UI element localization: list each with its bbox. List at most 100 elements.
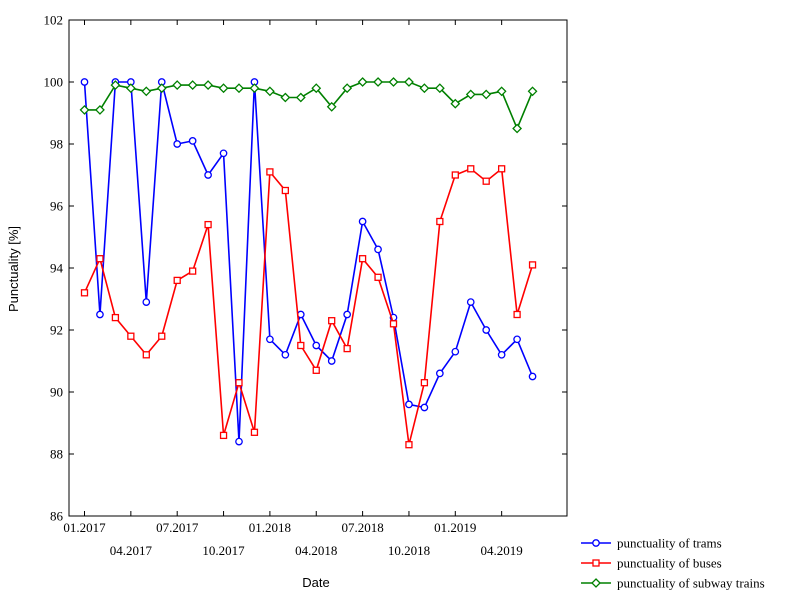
series-line-subway	[84, 81, 534, 131]
y-axis-title: Punctuality [%]	[6, 226, 21, 312]
data-point-buses	[436, 217, 444, 226]
legend-item-subway: punctuality of subway trains	[581, 576, 765, 591]
y-axis: 86 88 90 92 94 96 98 100 102	[44, 13, 567, 524]
data-point-trams	[358, 217, 367, 226]
y-tick-label: 86	[50, 509, 64, 524]
legend-marker	[592, 539, 600, 547]
data-point-subway	[79, 104, 90, 115]
data-point-trams	[173, 140, 182, 148]
data-point-trams	[466, 298, 475, 306]
data-point-subway	[419, 83, 430, 94]
y-tick-label: 90	[50, 385, 63, 400]
x-tick-label: 01.2019	[434, 520, 476, 535]
data-point-subway	[203, 80, 214, 91]
data-point-buses	[343, 344, 351, 353]
data-point-subway	[481, 89, 492, 100]
y-tick-label: 92	[50, 323, 63, 338]
data-point-buses	[405, 441, 413, 449]
data-point-trams	[451, 347, 460, 356]
x-tick-label: 04.2019	[481, 543, 523, 558]
data-point-subway	[326, 101, 337, 112]
data-point-trams	[266, 335, 274, 344]
y-tick-label: 100	[44, 75, 64, 90]
data-point-buses	[266, 168, 274, 176]
x-axis-title: Date	[302, 575, 329, 590]
data-point-subway	[295, 92, 306, 103]
data-point-buses	[467, 165, 475, 173]
series-subway	[79, 77, 538, 134]
data-point-buses	[235, 379, 243, 387]
data-point-subway	[234, 83, 244, 94]
data-point-subway	[95, 104, 105, 115]
data-point-subway	[404, 77, 414, 87]
data-point-trams	[188, 137, 197, 145]
data-point-subway	[465, 89, 476, 100]
data-point-buses	[513, 310, 521, 319]
data-point-buses	[204, 220, 212, 229]
data-point-buses	[451, 171, 459, 179]
data-point-buses	[358, 255, 367, 263]
data-point-subway	[280, 92, 291, 103]
data-point-subway	[110, 80, 121, 91]
data-point-trams	[528, 372, 537, 381]
legend-marker	[592, 559, 600, 567]
data-point-trams	[374, 245, 382, 254]
x-tick-label: 07.2018	[341, 520, 383, 535]
x-tick-label: 01.2017	[63, 520, 106, 535]
data-point-subway	[388, 77, 399, 87]
data-point-buses	[173, 276, 181, 285]
data-point-subway	[434, 83, 445, 94]
data-point-subway	[496, 86, 507, 97]
data-point-subway	[218, 83, 229, 94]
data-point-trams	[513, 335, 521, 344]
y-tick-label: 102	[44, 13, 64, 28]
data-point-trams	[142, 298, 151, 306]
data-point-subway	[264, 86, 275, 97]
data-point-trams	[482, 326, 491, 334]
y-tick-label: 94	[50, 261, 64, 276]
data-point-buses	[312, 366, 320, 374]
data-point-subway	[527, 86, 538, 97]
data-point-buses	[142, 351, 150, 359]
data-point-subway	[156, 83, 167, 94]
data-point-trams	[405, 400, 413, 409]
data-point-buses	[96, 255, 104, 263]
y-tick-label: 98	[50, 137, 63, 152]
data-point-buses	[328, 317, 336, 325]
data-point-buses	[528, 261, 537, 269]
x-tick-label: 04.2017	[110, 543, 153, 558]
data-point-buses	[250, 428, 259, 436]
data-point-buses	[219, 431, 228, 440]
data-point-trams	[80, 78, 89, 86]
data-point-subway	[342, 83, 353, 94]
legend-label: punctuality of subway trains	[617, 576, 765, 591]
y-tick-label: 96	[50, 199, 64, 214]
data-point-subway	[373, 77, 383, 87]
data-point-buses	[389, 320, 398, 328]
data-point-buses	[420, 379, 429, 387]
data-point-subway	[311, 83, 322, 94]
data-point-subway	[450, 98, 461, 109]
data-point-buses	[281, 186, 290, 195]
x-tick-label: 10.2017	[202, 543, 245, 558]
data-point-buses	[80, 289, 89, 297]
data-point-trams	[327, 357, 336, 365]
data-point-trams	[235, 437, 243, 446]
data-point-trams	[96, 310, 104, 319]
data-point-buses	[127, 332, 135, 340]
legend-label: punctuality of trams	[617, 536, 722, 551]
x-tick-label: 10.2018	[388, 543, 430, 558]
data-point-subway	[172, 80, 183, 91]
data-point-buses	[374, 273, 382, 281]
data-point-subway	[249, 83, 260, 94]
x-tick-label: 01.2018	[249, 520, 291, 535]
data-point-buses	[111, 313, 120, 322]
data-point-subway	[125, 83, 136, 94]
legend-item-trams: punctuality of trams	[581, 536, 722, 551]
data-point-trams	[204, 171, 212, 179]
data-point-buses	[188, 267, 197, 275]
legend-label: punctuality of buses	[617, 556, 722, 571]
data-point-trams	[497, 350, 506, 359]
